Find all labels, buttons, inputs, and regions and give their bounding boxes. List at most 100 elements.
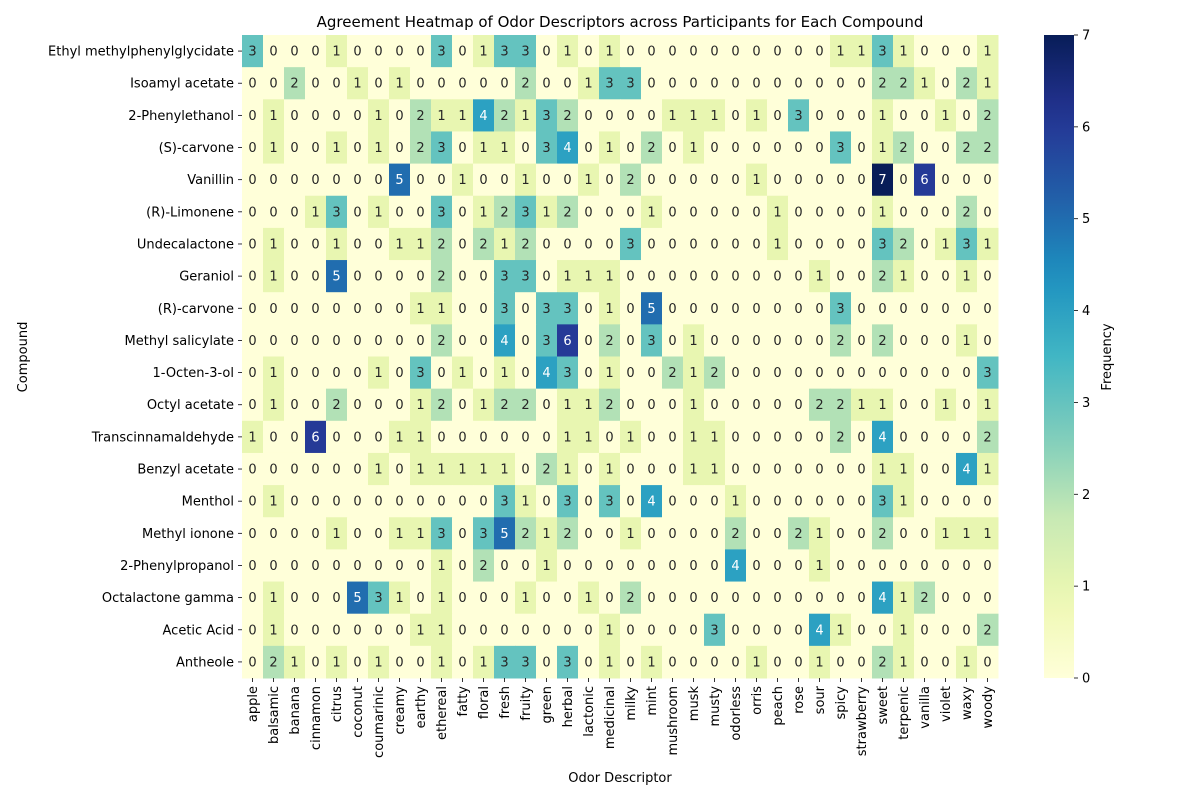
- heatmap-cell: [620, 99, 642, 132]
- heatmap-cell: [536, 195, 558, 229]
- heatmap-cell: [599, 99, 621, 132]
- cell-value-label: 1: [899, 591, 907, 606]
- heatmap-cell: [263, 292, 285, 325]
- heatmap-cell: [620, 517, 642, 550]
- heatmap-cell: [284, 613, 306, 647]
- cell-value-label: 0: [542, 655, 550, 670]
- heatmap-cell: [851, 260, 873, 293]
- heatmap-cell: [305, 99, 327, 132]
- colorbar-tick-label: 2: [1082, 488, 1090, 503]
- cell-value-label: 0: [962, 623, 970, 638]
- cell-value-label: 0: [668, 655, 676, 670]
- cell-value-label: 0: [311, 141, 319, 156]
- heatmap-cell: [557, 420, 579, 454]
- cell-value-label: 0: [605, 559, 613, 574]
- cell-value-label: 0: [395, 334, 403, 349]
- cell-value-label: 1: [269, 270, 277, 285]
- cell-value-label: 0: [290, 302, 298, 317]
- cell-value-label: 1: [689, 141, 697, 156]
- heatmap-cell: [515, 99, 537, 132]
- cell-value-label: 1: [983, 463, 991, 478]
- heatmap-cell: [473, 581, 495, 615]
- cell-value-label: 0: [794, 366, 802, 381]
- heatmap-cell: [641, 549, 663, 583]
- heatmap-cell: [536, 517, 558, 550]
- cell-value-label: 0: [374, 302, 382, 317]
- cell-value-label: 0: [563, 77, 571, 92]
- cell-value-label: 0: [353, 398, 361, 413]
- cell-value-label: 0: [710, 205, 718, 220]
- cell-value-label: 0: [542, 237, 550, 252]
- cell-value-label: 0: [458, 45, 466, 60]
- heatmap-cell: [683, 549, 705, 583]
- heatmap-cell: [914, 581, 936, 615]
- heatmap-cell: [578, 67, 600, 100]
- cell-value-label: 0: [290, 463, 298, 478]
- heatmap-cell: [578, 227, 600, 261]
- cell-value-label: 0: [773, 302, 781, 317]
- heatmap-cell: [851, 227, 873, 261]
- heatmap-cell: [347, 324, 369, 357]
- cell-value-label: 4: [563, 141, 571, 156]
- cell-value-label: 1: [962, 270, 970, 285]
- heatmap-cell: [935, 388, 957, 422]
- cell-value-label: 0: [710, 77, 718, 92]
- cell-value-label: 3: [500, 495, 508, 510]
- heatmap-cell: [956, 613, 978, 647]
- cell-value-label: 0: [416, 205, 424, 220]
- cell-value-label: 1: [815, 527, 823, 542]
- heatmap-cell: [683, 388, 705, 422]
- cell-value-label: 0: [248, 591, 256, 606]
- heatmap-cell: [788, 227, 810, 261]
- cell-value-label: 0: [290, 398, 298, 413]
- cell-value-label: 1: [479, 141, 487, 156]
- heatmap-cell: [326, 99, 348, 132]
- cell-value-label: 3: [836, 141, 844, 156]
- heatmap-cell: [662, 388, 684, 422]
- cell-value-label: 0: [689, 559, 697, 574]
- cell-value-label: 1: [479, 398, 487, 413]
- cell-value-label: 0: [542, 173, 550, 188]
- heatmap-cell: [263, 517, 285, 550]
- cell-value-label: 0: [668, 495, 676, 510]
- cell-value-label: 0: [374, 430, 382, 445]
- heatmap-cell: [809, 356, 831, 390]
- cell-value-label: 0: [584, 495, 592, 510]
- cell-value-label: 0: [752, 559, 760, 574]
- heatmap-cell: [851, 452, 873, 486]
- heatmap-cell: [599, 388, 621, 422]
- cell-value-label: 1: [542, 527, 550, 542]
- heatmap-cell: [662, 613, 684, 647]
- heatmap-cell: [872, 324, 894, 357]
- heatmap-cell: [557, 67, 579, 100]
- heatmap-cell: [872, 613, 894, 647]
- cell-value-label: 1: [773, 237, 781, 252]
- heatmap-cell: [515, 517, 537, 550]
- heatmap-cell: [284, 131, 306, 165]
- heatmap-cell: [725, 260, 747, 293]
- cell-value-label: 0: [731, 334, 739, 349]
- heatmap-cell: [326, 452, 348, 486]
- cell-value-label: 1: [269, 591, 277, 606]
- heatmap-cell: [830, 227, 852, 261]
- heatmap-cell: [851, 292, 873, 325]
- heatmap-cell: [809, 645, 831, 679]
- cell-value-label: 0: [836, 559, 844, 574]
- heatmap-cell: [851, 99, 873, 132]
- cell-value-label: 1: [605, 463, 613, 478]
- cell-value-label: 2: [836, 334, 844, 349]
- heatmap-cell: [578, 163, 600, 197]
- cell-value-label: 0: [857, 430, 865, 445]
- cell-value-label: 0: [899, 334, 907, 349]
- heatmap-cell: [242, 517, 264, 550]
- heatmap-cell: [452, 549, 474, 583]
- cell-value-label: 2: [983, 623, 991, 638]
- heatmap-cell: [494, 195, 516, 229]
- heatmap-cell: [347, 292, 369, 325]
- heatmap-cell: [452, 581, 474, 615]
- heatmap-cell: [830, 195, 852, 229]
- y-tick-label: Benzyl acetate: [137, 463, 234, 478]
- heatmap-cell: [746, 485, 768, 518]
- cell-value-label: 1: [878, 398, 886, 413]
- heatmap-cell: [662, 356, 684, 390]
